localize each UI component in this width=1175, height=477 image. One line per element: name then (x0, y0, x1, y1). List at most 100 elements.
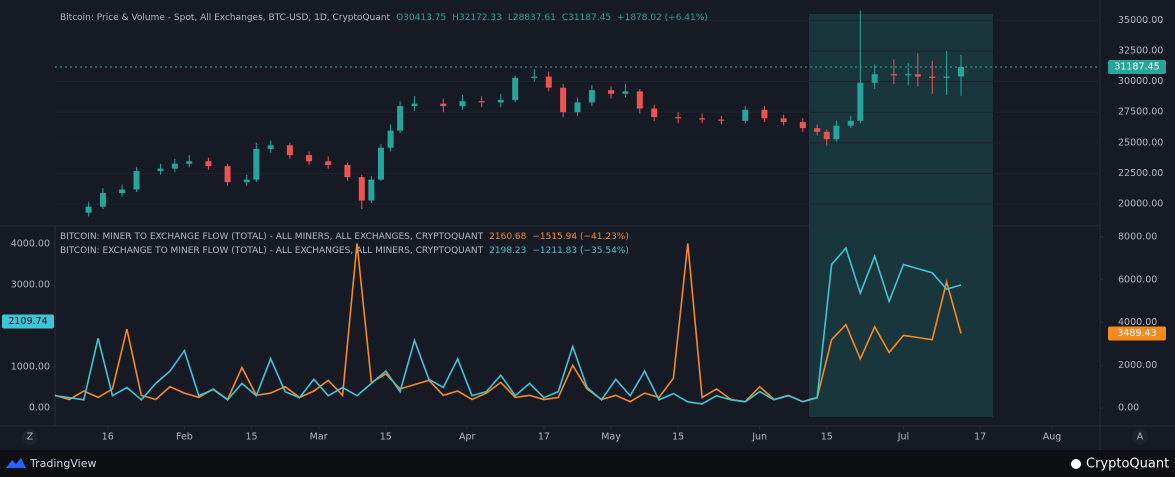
y-tick-label: 8000.00 (1118, 231, 1157, 242)
legend-change: −1515.94 (−41.23%) (532, 232, 629, 242)
last-value-label: 2109.74 (8, 316, 47, 327)
candle-body (512, 77, 519, 100)
candle-body (699, 118, 706, 120)
candle-body (799, 122, 806, 129)
y-tick-label: 30000.00 (1118, 76, 1163, 87)
legend-value: 2198.23 (489, 246, 526, 256)
candle-body (957, 67, 964, 77)
y-tick-label: 1000.00 (11, 361, 50, 372)
candle-body (368, 179, 375, 201)
y-tick-label: 4000.00 (1118, 317, 1157, 328)
candle-body (636, 91, 643, 109)
candle-body (119, 189, 126, 194)
candle-body (99, 193, 106, 207)
candle-body (243, 179, 250, 183)
y-tick-label: 27500.00 (1118, 107, 1163, 118)
brand-right: CryptoQuant (1086, 457, 1169, 472)
candle-body (253, 148, 260, 180)
y-tick-label: 6000.00 (1118, 274, 1157, 285)
candle-body (588, 90, 595, 103)
zoom-button[interactable] (22, 429, 38, 445)
series-line (54, 246, 962, 405)
candle-body (377, 147, 384, 180)
candle-body (718, 119, 725, 121)
price-title: Bitcoin: Price & Volume - Spot, All Exch… (60, 13, 391, 23)
candle-body (545, 76, 552, 88)
candle-body (459, 101, 466, 107)
candle-body (157, 168, 164, 172)
price-legend: Bitcoin: Price & Volume - Spot, All Exch… (60, 13, 708, 23)
candle-body (574, 102, 581, 113)
candle-body (344, 164, 351, 178)
last-value-label: 31187.45 (1114, 62, 1159, 73)
x-tick-label: 16 (102, 432, 114, 443)
legend-name: BITCOIN: MINER TO EXCHANGE FLOW (TOTAL) … (60, 232, 484, 242)
y-tick-label: 22500.00 (1118, 168, 1163, 179)
candle-body (387, 130, 394, 148)
candle-body (440, 103, 447, 107)
candle-body (171, 163, 178, 169)
candle-body (560, 87, 567, 113)
x-tick-label: 15 (672, 432, 684, 443)
x-tick-label: Mar (310, 432, 328, 443)
auto-scale-button-label[interactable]: A (1137, 432, 1144, 443)
candle-body (780, 118, 787, 123)
candle-body (814, 128, 821, 132)
candle-body (358, 177, 365, 201)
x-tick-label: Jul (897, 432, 909, 443)
candle-body (224, 166, 231, 183)
candle-body (133, 171, 140, 190)
candle-body (411, 103, 418, 107)
y-tick-label: 20000.00 (1118, 199, 1163, 210)
low-value: L28837.61 (508, 13, 556, 23)
candle-body (914, 74, 921, 77)
candle-body (478, 101, 485, 103)
x-tick-label: 15 (380, 432, 392, 443)
y-tick-label: 3000.00 (11, 279, 50, 290)
candle-body (943, 76, 950, 78)
candle-body (267, 145, 274, 149)
y-tick-label: 4000.00 (11, 238, 50, 249)
candle-body (833, 125, 840, 140)
last-value-box (1108, 326, 1166, 341)
x-tick-label: Feb (176, 432, 193, 443)
plot-area: 20000.00 22500.00 25000.00 27500.00 30000.00… (2, 10, 1166, 443)
candle-body (651, 108, 658, 118)
candle-body (742, 109, 749, 121)
candle-body (929, 76, 936, 78)
y-tick-label: 0.00 (1118, 403, 1139, 414)
last-value-label: 3489.43 (1117, 328, 1156, 339)
candle-body (905, 74, 912, 76)
last-value-box (2, 314, 54, 329)
zoom-button-label[interactable]: Z (27, 432, 34, 443)
x-tick-label: 17 (538, 432, 550, 443)
candle-body (497, 99, 504, 103)
change-value: +1878.02 (+6.41%) (617, 13, 708, 23)
candle-body (286, 145, 293, 156)
legend-name: BITCOIN: EXCHANGE TO MINER FLOW (TOTAL) … (60, 246, 484, 256)
cryptoquant-logo (1071, 459, 1081, 469)
y-tick-label: 0.00 (29, 402, 50, 413)
open-value: O30413.75 (396, 13, 446, 23)
candle-body (823, 131, 830, 140)
highlight-region (809, 14, 993, 417)
candle-body (890, 74, 897, 76)
candle-body (857, 82, 864, 121)
candle-body (306, 155, 313, 162)
candle-body (761, 109, 768, 119)
x-tick-label: Apr (459, 432, 476, 443)
x-tick-label: Jun (751, 432, 767, 443)
candle-body (675, 117, 682, 119)
x-tick-label: 15 (245, 432, 257, 443)
candle-body (325, 161, 332, 165)
candle-body (205, 161, 212, 167)
auto-scale-button[interactable] (1132, 429, 1148, 445)
series-legend: BITCOIN: MINER TO EXCHANGE FLOW (TOTAL) … (60, 232, 629, 242)
legend-change: −1211.83 (−35.54%) (532, 246, 629, 256)
brand-left: TradingView (29, 457, 96, 470)
x-tick-label: 17 (974, 432, 986, 443)
close-value: C31187.45 (562, 13, 611, 23)
series-legend: BITCOIN: EXCHANGE TO MINER FLOW (TOTAL) … (60, 246, 629, 256)
